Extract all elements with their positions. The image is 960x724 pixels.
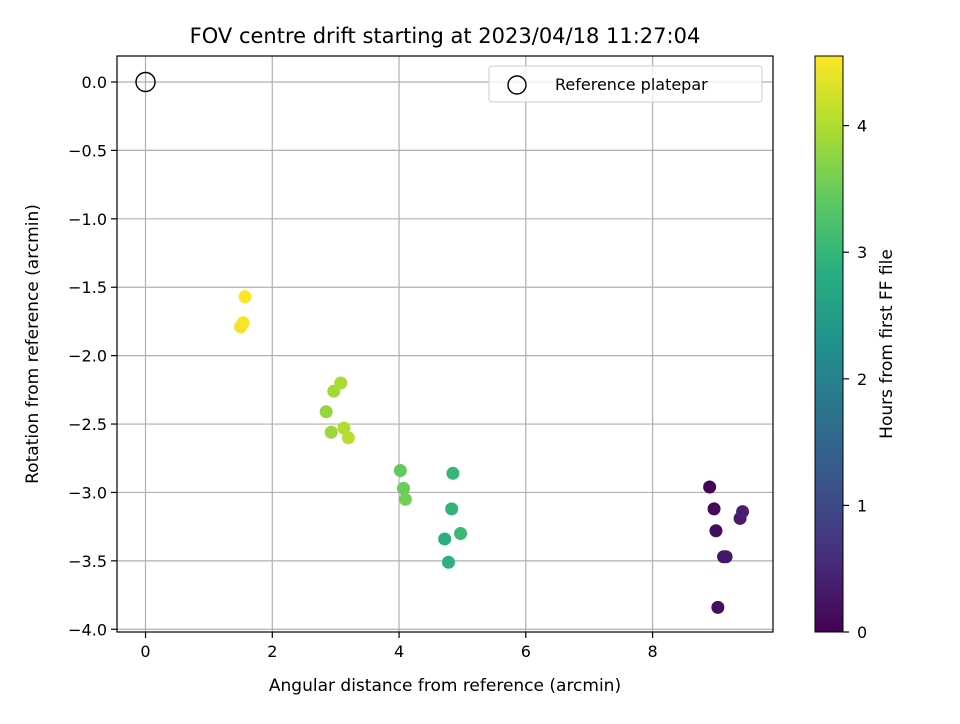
- y-tick-label: 0.0: [82, 73, 107, 92]
- x-tick-label: 8: [647, 642, 657, 661]
- y-tick-label: −2.5: [68, 415, 107, 434]
- data-point: [393, 464, 407, 478]
- chart-title: FOV centre drift starting at 2023/04/18 …: [190, 24, 701, 48]
- data-point: [438, 532, 452, 546]
- y-tick-label: −3.5: [68, 552, 107, 571]
- x-tick-label: 4: [394, 642, 404, 661]
- y-tick-label: −1.0: [68, 210, 107, 229]
- x-tick-label: 0: [140, 642, 150, 661]
- plot-frame: [116, 55, 774, 633]
- data-point: [236, 316, 250, 330]
- colorbar-tick-label: 0: [857, 623, 867, 642]
- data-point: [719, 550, 733, 564]
- data-point: [454, 526, 468, 540]
- colorbar-ticks: 0 1 2 3 4: [843, 117, 867, 642]
- data-point: [324, 425, 338, 439]
- legend: Reference platepar: [488, 65, 763, 103]
- data-point: [707, 502, 721, 516]
- reference-marker: [135, 71, 156, 93]
- data-point: [736, 505, 750, 519]
- colorbar: [814, 55, 844, 633]
- x-tick-label: 2: [267, 642, 277, 661]
- x-axis-ticks: 0 2 4 6 8: [140, 632, 658, 661]
- reference-point: [135, 71, 156, 93]
- data-point: [441, 555, 455, 569]
- data-point: [445, 502, 459, 516]
- x-axis-label: Angular distance from reference (arcmin): [269, 676, 621, 696]
- grid-lines: [117, 56, 773, 632]
- data-points: [234, 290, 750, 614]
- data-point: [319, 405, 333, 419]
- colorbar-tick-label: 4: [857, 117, 867, 136]
- data-point: [398, 492, 412, 506]
- y-tick-label: −2.0: [68, 347, 107, 366]
- data-point: [711, 600, 725, 614]
- colorbar-tick-label: 3: [857, 243, 867, 262]
- y-tick-label: −0.5: [68, 141, 107, 160]
- colorbar-label: Hours from first FF file: [877, 249, 897, 439]
- y-tick-label: −1.5: [68, 278, 107, 297]
- data-point: [396, 481, 410, 495]
- colorbar-tick-label: 2: [857, 370, 867, 389]
- data-point: [709, 524, 723, 538]
- data-point: [238, 290, 252, 304]
- y-tick-label: −4.0: [68, 620, 107, 639]
- y-axis-label: Rotation from reference (arcmin): [23, 204, 43, 484]
- legend-reference-icon: [507, 75, 527, 95]
- legend-label: Reference platepar: [555, 75, 708, 94]
- y-tick-label: −3.0: [68, 483, 107, 502]
- data-point: [334, 376, 348, 390]
- colorbar-tick-label: 1: [857, 496, 867, 515]
- x-tick-label: 6: [521, 642, 531, 661]
- data-point: [703, 480, 717, 494]
- data-point: [341, 431, 355, 445]
- y-axis-ticks: 0.0 −0.5 −1.0 −1.5 −2.0 −2.5 −3.0 −3.5 −4.0: [68, 73, 117, 639]
- data-point: [446, 466, 460, 480]
- legend-box: [488, 65, 763, 103]
